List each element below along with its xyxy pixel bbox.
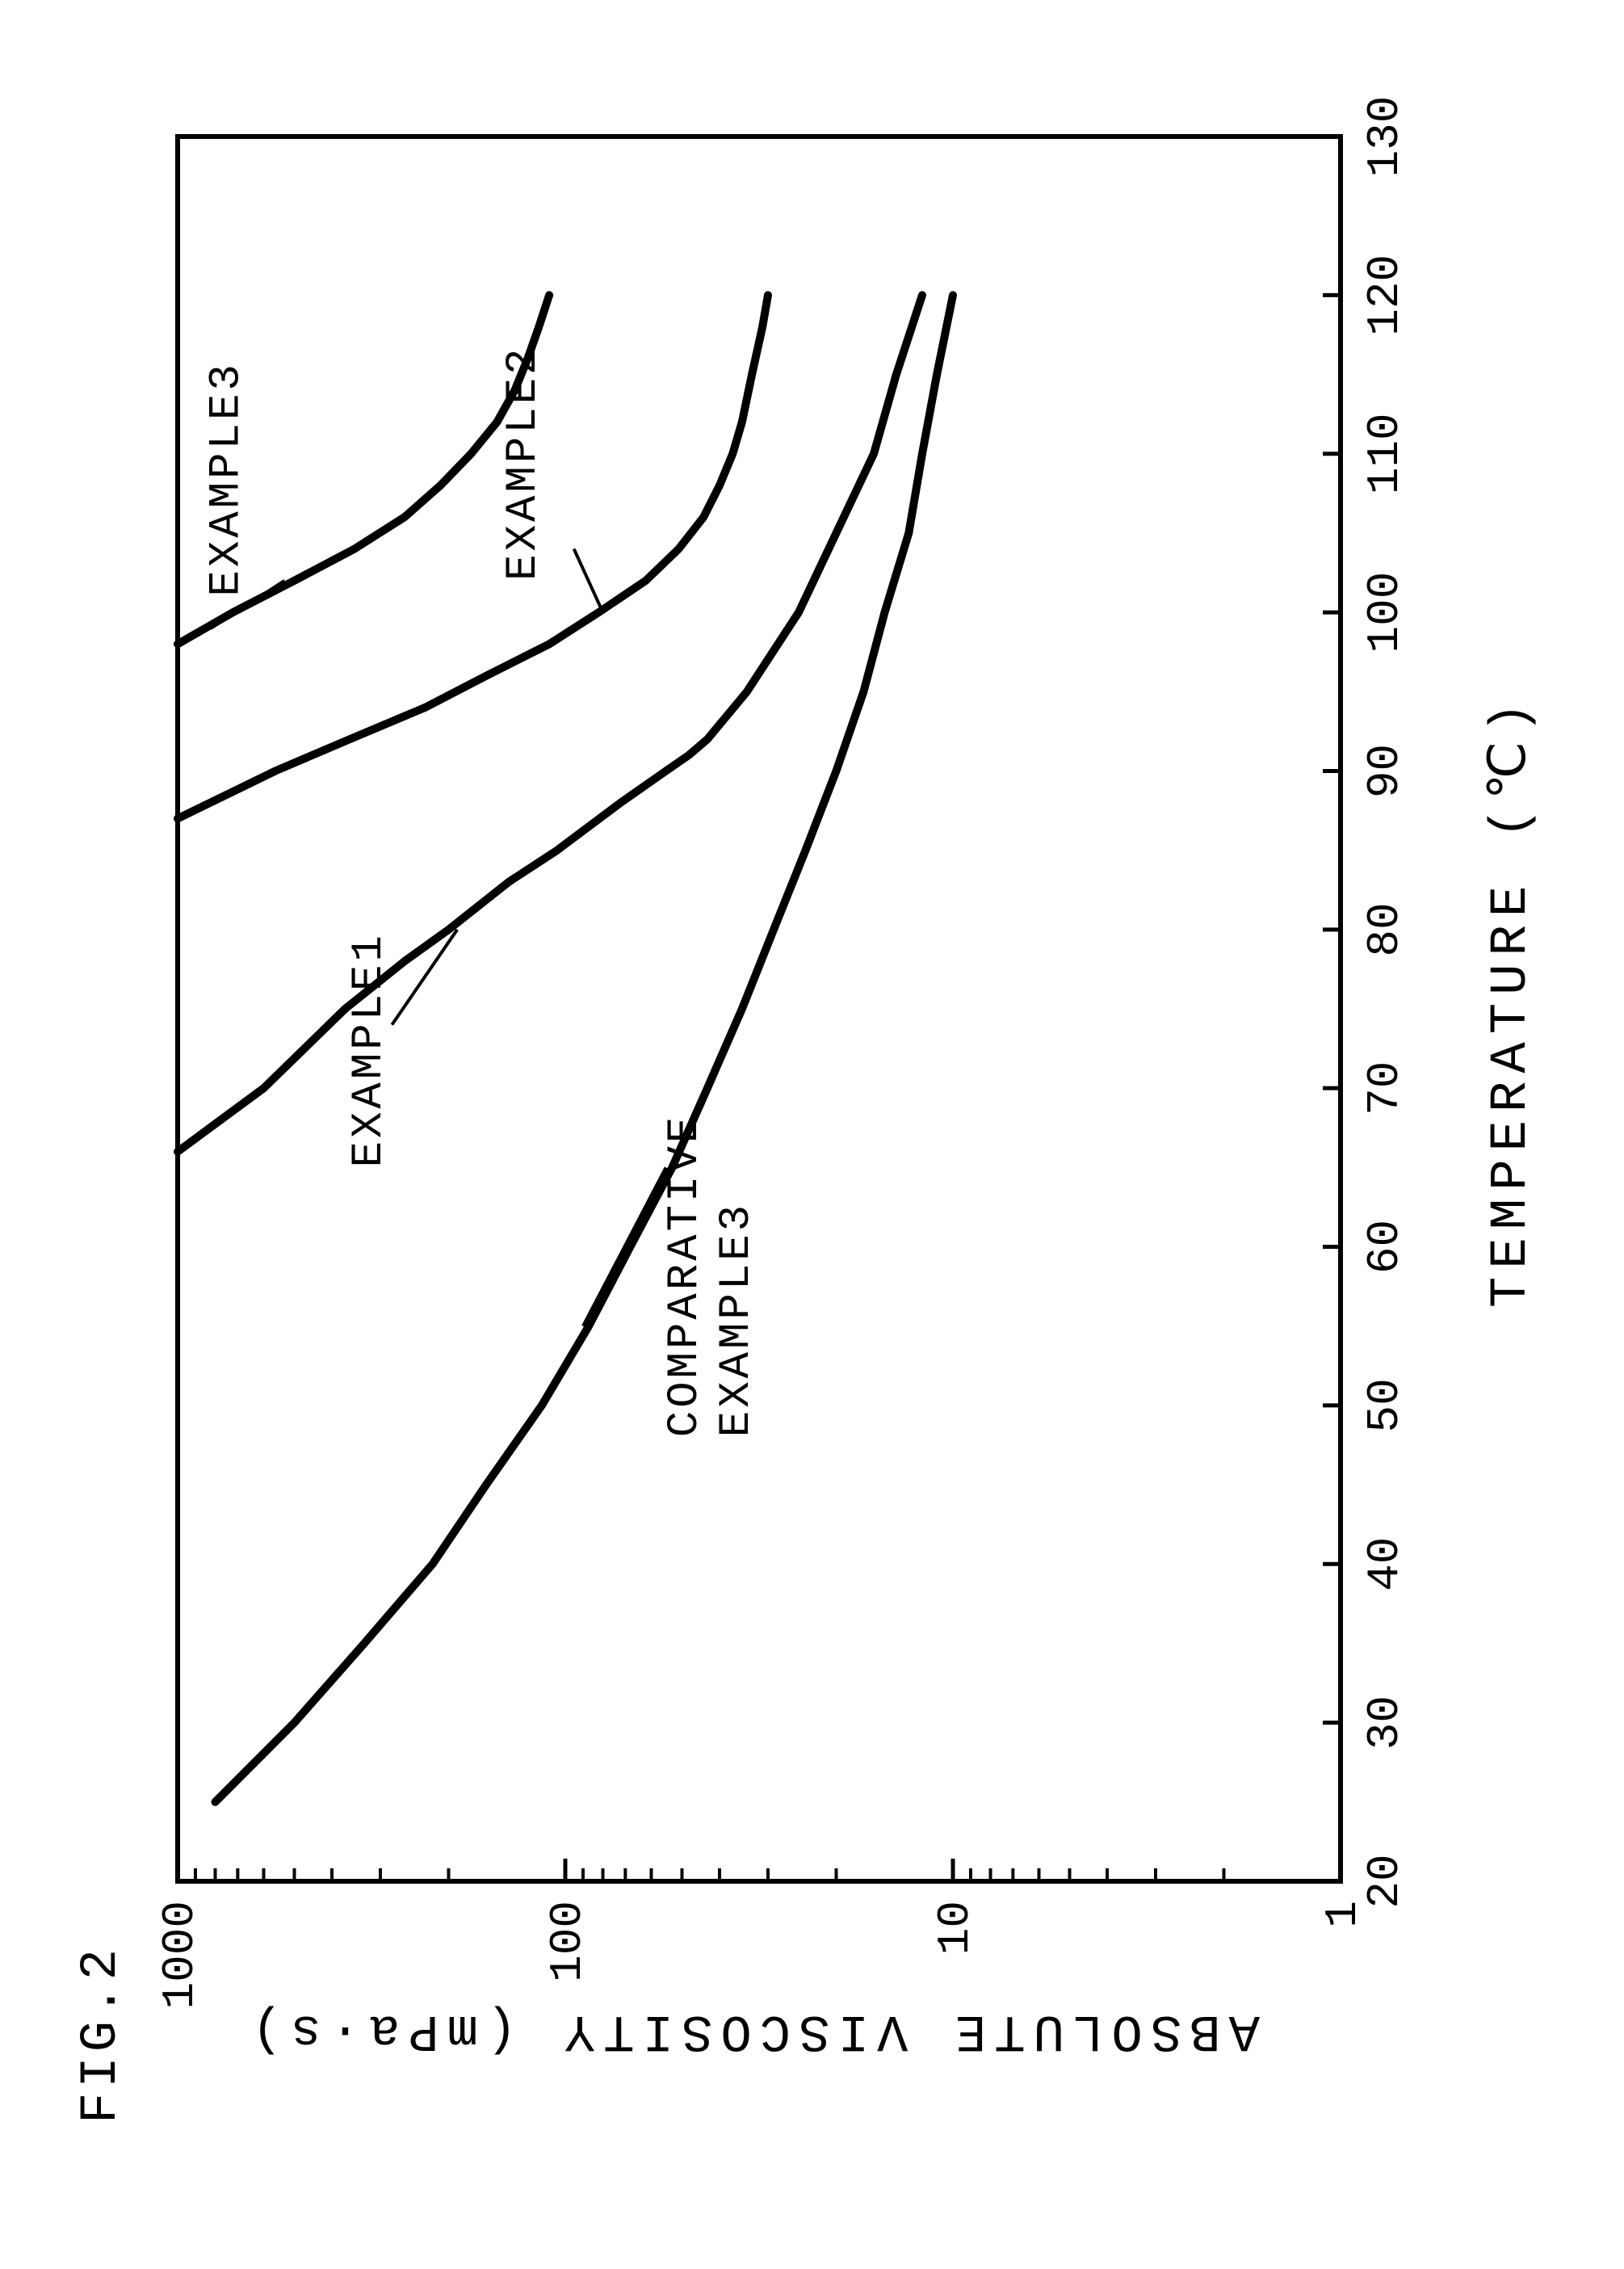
x-tick-label: 30 (1359, 1695, 1411, 1750)
series-label: COMPARATIVE (661, 1114, 710, 1437)
series-label: EXAMPLE2 (499, 346, 548, 581)
leader-line (583, 1167, 666, 1326)
series-curve (178, 295, 922, 1151)
x-tick-label: 90 (1359, 744, 1411, 798)
leader-line (574, 549, 603, 613)
annotations: COMPARATIVEEXAMPLE3EXAMPLE1EXAMPLE2EXAMP… (202, 346, 762, 1438)
page: FIG.2 ABSOLUTE VISCOSITY (mPa·s) TEMPERA… (0, 0, 1624, 2269)
x-tick-label: 50 (1359, 1378, 1411, 1432)
x-tick-label: 120 (1359, 254, 1411, 336)
x-axis-ticks: 2030405060708090100110120130 (1323, 96, 1411, 1909)
x-tick-label: 80 (1359, 902, 1411, 956)
x-tick-label: 70 (1359, 1061, 1411, 1116)
series-group (178, 295, 953, 1801)
x-tick-label: 100 (1359, 572, 1411, 653)
series-label: EXAMPLE3 (712, 1202, 762, 1437)
series-label: EXAMPLE1 (345, 932, 394, 1167)
y-tick-label: 1 (1317, 1901, 1369, 1928)
series-curve (178, 295, 768, 818)
x-tick-label: 110 (1359, 413, 1411, 494)
y-tick-label: 1000 (154, 1901, 206, 2009)
y-tick-label: 10 (929, 1901, 981, 1955)
x-tick-label: 60 (1359, 1220, 1411, 1274)
series-label: EXAMPLE3 (202, 361, 251, 596)
viscosity-chart: 2030405060708090100110120130 1101001000 … (0, 0, 1624, 2269)
y-tick-label: 100 (542, 1901, 594, 1982)
figure-stage: FIG.2 ABSOLUTE VISCOSITY (mPa·s) TEMPERA… (0, 0, 1624, 2269)
x-tick-label: 130 (1359, 96, 1411, 178)
x-tick-label: 40 (1359, 1537, 1411, 1591)
